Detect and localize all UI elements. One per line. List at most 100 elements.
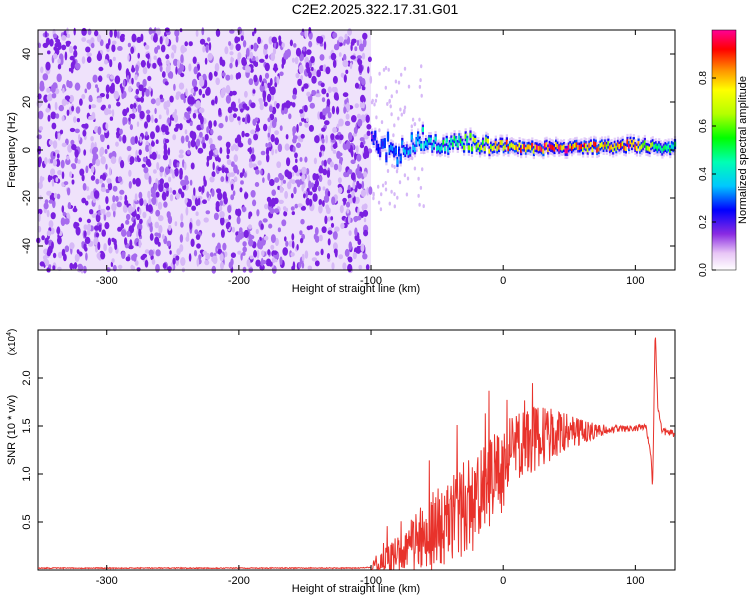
noise-speckle <box>215 28 221 37</box>
signal-core <box>518 142 521 148</box>
noise-speckle <box>354 46 358 52</box>
noise-speckle <box>140 96 145 103</box>
noise-speckle <box>86 82 92 90</box>
noise-speckle <box>193 187 196 196</box>
noise-speckle <box>97 50 101 60</box>
noise-speckle <box>202 45 206 53</box>
signal-core <box>453 135 456 141</box>
noise-speckle <box>242 117 246 123</box>
noise-speckle <box>228 41 232 46</box>
noise-speckle <box>233 154 238 163</box>
noise-speckle <box>268 125 271 135</box>
noise-speckle <box>48 199 54 204</box>
noise-speckle <box>57 63 62 70</box>
noise-speckle <box>351 190 355 198</box>
noise-speckle <box>111 44 116 53</box>
noise-speckle <box>367 66 370 74</box>
noise-speckle <box>155 125 160 133</box>
noise-speckle <box>38 156 42 165</box>
noise-speckle <box>93 237 99 246</box>
snr-y-tick-label: 2.0 <box>21 370 33 385</box>
noise-speckle <box>66 187 71 196</box>
noise-speckle <box>153 169 157 174</box>
noise-speckle <box>154 221 160 229</box>
noise-speckle <box>151 151 157 160</box>
noise-speckle <box>277 227 281 233</box>
noise-speckle <box>186 232 190 241</box>
noise-speckle <box>301 117 305 122</box>
noise-speckle <box>143 199 147 206</box>
noise-speckle <box>191 78 198 88</box>
noise-speckle <box>356 180 360 188</box>
noise-speckle <box>300 53 304 61</box>
noise-speckle <box>87 195 91 200</box>
noise-speckle <box>381 183 385 188</box>
noise-speckle <box>128 117 131 122</box>
noise-speckle <box>403 108 406 113</box>
noise-speckle <box>260 169 263 176</box>
signal-core <box>547 147 550 152</box>
noise-speckle <box>186 107 192 112</box>
noise-speckle <box>335 134 340 140</box>
noise-speckle <box>321 127 326 132</box>
noise-speckle <box>235 208 239 216</box>
noise-speckle <box>344 99 347 105</box>
noise-speckle <box>418 84 422 89</box>
signal-core <box>456 142 459 148</box>
noise-speckle <box>222 242 227 251</box>
noise-speckle <box>155 249 161 257</box>
noise-speckle <box>278 199 284 204</box>
noise-speckle <box>208 120 213 130</box>
noise-speckle <box>119 189 125 195</box>
noise-speckle <box>219 147 223 154</box>
noise-speckle <box>259 99 263 106</box>
signal-core <box>444 146 447 152</box>
noise-speckle <box>237 116 241 121</box>
noise-speckle <box>158 232 161 239</box>
noise-speckle <box>193 66 198 75</box>
noise-speckle <box>154 118 158 124</box>
noise-speckle <box>96 87 100 93</box>
noise-speckle <box>191 131 197 141</box>
spectrogram-x-ticks: -300 -200 -100 0 100 <box>96 30 645 287</box>
noise-speckle <box>311 90 317 96</box>
noise-speckle <box>367 56 372 63</box>
noise-speckle <box>230 183 234 191</box>
signal-core <box>661 148 664 154</box>
noise-speckle <box>155 191 160 198</box>
noise-speckle <box>68 94 75 103</box>
snr-x-axis-label: Height of straight line (km) <box>292 583 420 595</box>
noise-speckle <box>320 82 325 88</box>
noise-speckle <box>357 207 360 216</box>
noise-speckle <box>327 86 332 94</box>
noise-speckle <box>166 189 169 197</box>
noise-speckle <box>128 169 132 177</box>
noise-speckle <box>413 122 416 127</box>
noise-speckle <box>90 42 95 49</box>
noise-speckle <box>332 32 338 39</box>
noise-speckle <box>153 55 157 60</box>
signal-core <box>482 140 485 146</box>
noise-speckle <box>244 192 249 199</box>
noise-speckle <box>151 114 154 124</box>
noise-speckle <box>255 169 260 175</box>
noise-speckle <box>344 120 351 126</box>
noise-speckle <box>73 27 76 36</box>
noise-speckle <box>81 174 85 182</box>
signal-core <box>490 144 493 150</box>
noise-speckle <box>110 156 117 165</box>
noise-speckle <box>101 104 106 110</box>
noise-speckle <box>293 164 299 173</box>
noise-speckle <box>297 169 301 174</box>
noise-speckle <box>332 149 337 154</box>
noise-speckle <box>111 109 115 118</box>
noise-speckle <box>303 193 306 199</box>
noise-speckle <box>185 135 189 143</box>
noise-speckle <box>279 125 283 131</box>
noise-speckle <box>372 196 375 201</box>
noise-speckle <box>55 113 60 119</box>
noise-speckle <box>155 97 161 106</box>
noise-speckle <box>297 135 301 142</box>
noise-speckle <box>255 56 259 63</box>
noise-speckle <box>71 105 75 112</box>
